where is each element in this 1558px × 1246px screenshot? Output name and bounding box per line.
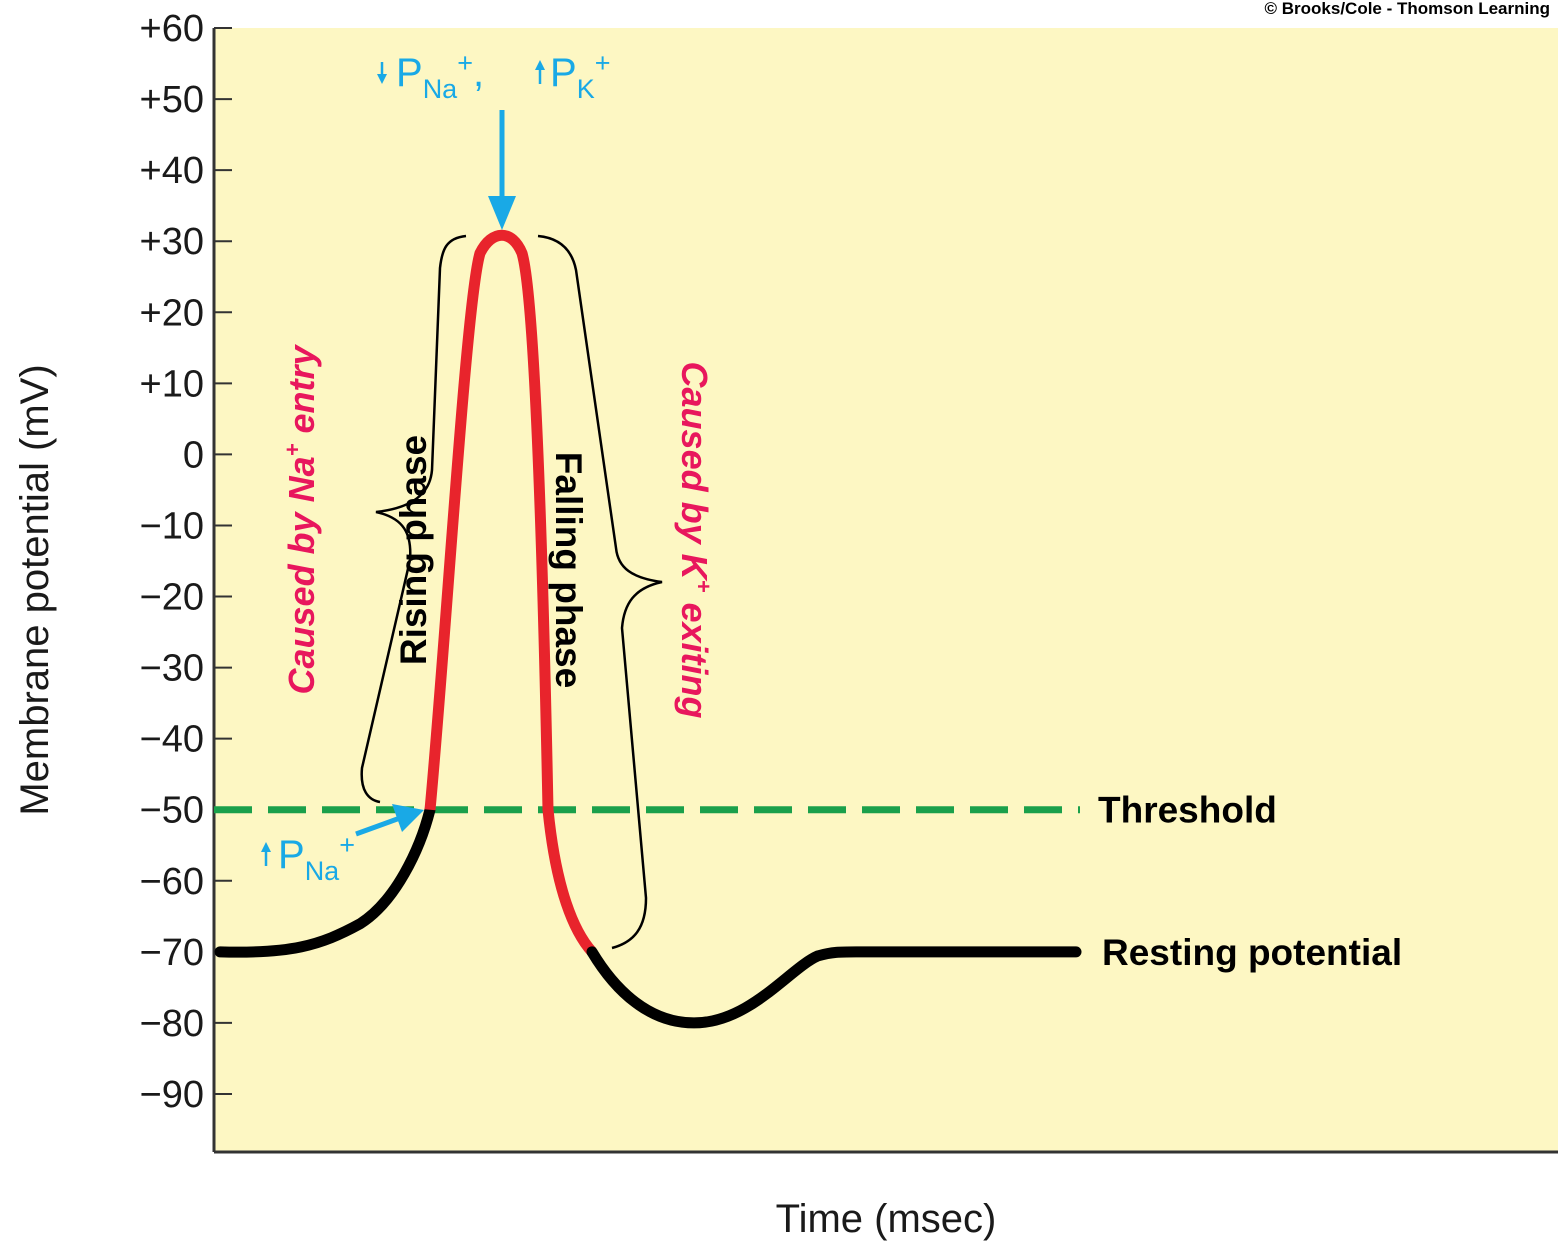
- y-tick-label: −50: [140, 790, 204, 832]
- y-tick-label: −80: [140, 1003, 204, 1045]
- action-potential-spike: [424, 229, 597, 956]
- cause-na-entry-label: Caused by Na+ entry: [280, 344, 322, 695]
- peak-perm-na-text: PNa+,: [396, 48, 484, 104]
- up-arrow-icon: [535, 60, 545, 84]
- hyperpolarization-curve: [586, 946, 1082, 1029]
- y-tick-label: 0: [183, 434, 204, 476]
- y-tick-label: −10: [140, 505, 204, 547]
- y-tick-label: −40: [140, 719, 204, 761]
- y-tick-label: +60: [140, 8, 204, 50]
- up-arrow-icon: [261, 842, 271, 866]
- falling-phase-label: Falling phase: [548, 452, 589, 688]
- depolarization-curve: [214, 804, 436, 958]
- threshold-label: Threshold: [1098, 790, 1277, 831]
- peak-perm-k-text: PK+: [550, 48, 610, 104]
- threshold-permeability-annotation: PNa+: [261, 804, 424, 886]
- y-axis-title: Membrane potential (mV): [13, 364, 57, 815]
- y-tick-label: +40: [140, 150, 204, 192]
- y-tick-label: +30: [140, 221, 204, 263]
- x-axis-title: Time (msec): [776, 1197, 997, 1241]
- plot-background: [214, 28, 1558, 1152]
- y-tick-label: +10: [140, 363, 204, 405]
- rising-phase-brace: [360, 234, 467, 804]
- threshold-arrowhead: [392, 804, 424, 832]
- copyright-text: © Brooks/Cole - Thomson Learning: [1265, 0, 1551, 18]
- peak-permeability-annotation: PNa+, PK+: [377, 48, 610, 230]
- rising-phase-label: Rising phase: [393, 435, 434, 665]
- y-tick-label: −30: [140, 648, 204, 690]
- y-tick-label: +50: [140, 79, 204, 121]
- y-tick-label: −90: [140, 1074, 204, 1116]
- y-tick-label: +20: [140, 292, 204, 334]
- threshold-perm-na-text: PNa+: [278, 830, 355, 886]
- y-tick-label: −20: [140, 577, 204, 619]
- resting-potential-label: Resting potential: [1102, 932, 1402, 973]
- y-tick-label: −60: [140, 861, 204, 903]
- down-arrow-icon: [377, 62, 387, 84]
- y-tick-group: +60 +50 +40 +30 +20 +10 0 −10 −20 −30 −40 −50 −60 −70…: [140, 8, 232, 1116]
- peak-arrowhead: [488, 196, 516, 230]
- threshold-arrow: [355, 815, 401, 837]
- falling-phase-brace: [537, 234, 663, 950]
- cause-k-exiting-label: Caused by K+ exiting: [674, 362, 716, 719]
- y-tick-label: −70: [140, 932, 204, 974]
